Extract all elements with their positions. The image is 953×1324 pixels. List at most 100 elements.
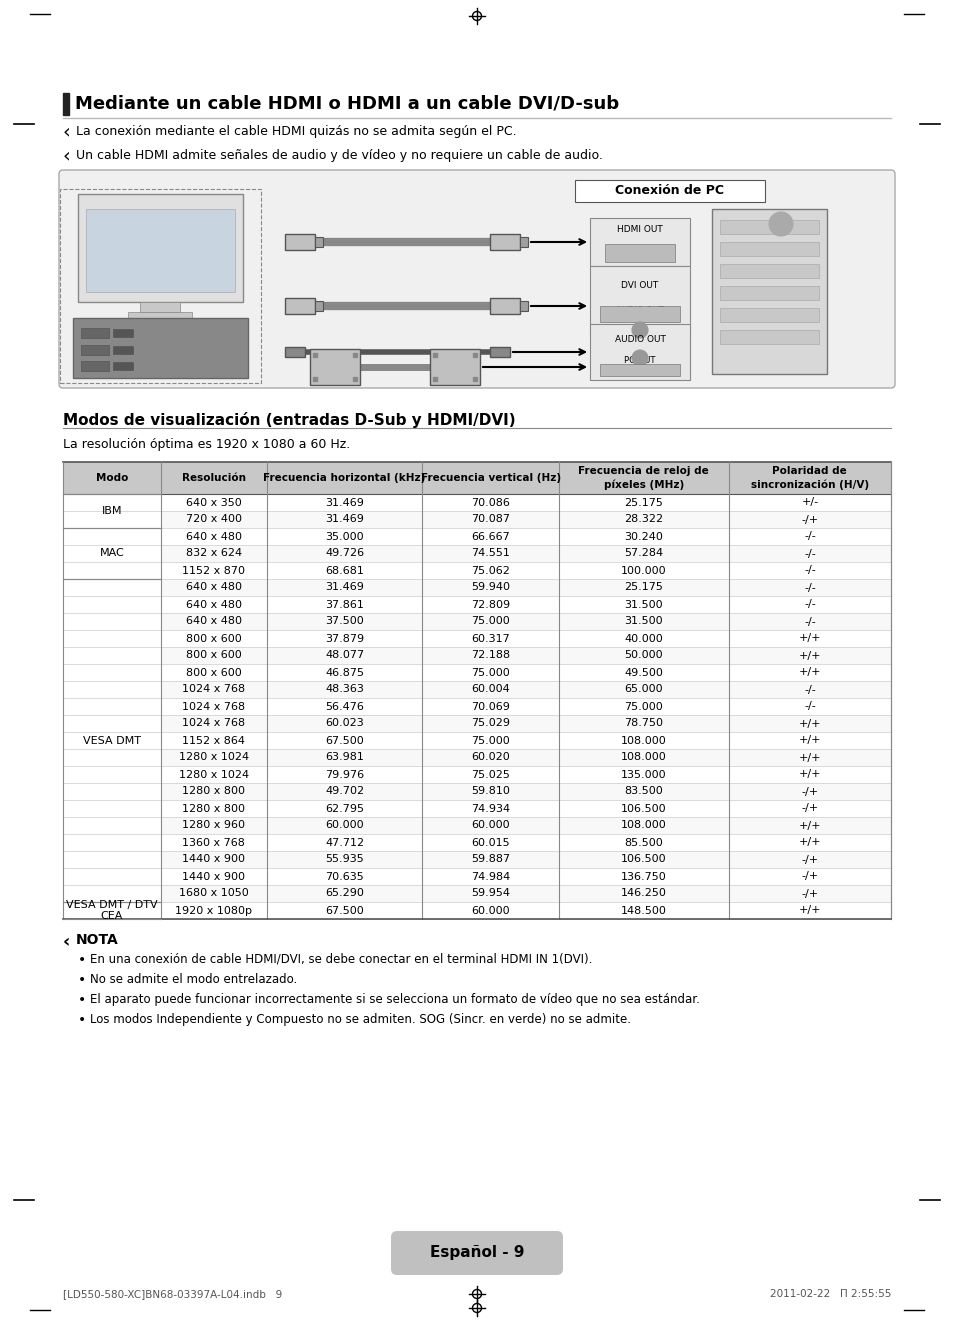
Bar [86, 209, 234, 293]
Text: 800 x 600: 800 x 600 [186, 650, 241, 661]
Bar [63, 494, 160, 528]
Text: -/-: -/- [803, 617, 815, 626]
Text: No se admite el modo entrelazado.: No se admite el modo entrelazado. [90, 973, 297, 986]
Text: 79.976: 79.976 [325, 769, 364, 780]
Text: 57.284: 57.284 [623, 548, 662, 559]
Text: 1680 x 1050: 1680 x 1050 [178, 888, 249, 899]
Text: Polaridad de
sincronización (H/V): Polaridad de sincronización (H/V) [750, 466, 868, 490]
Text: 800 x 600: 800 x 600 [186, 667, 241, 678]
Text: 720 x 400: 720 x 400 [186, 515, 241, 524]
Bar [63, 613, 890, 630]
Text: 135.000: 135.000 [620, 769, 666, 780]
Bar [112, 361, 132, 369]
Bar [63, 561, 890, 579]
Bar [63, 528, 890, 545]
Bar [63, 647, 890, 665]
Bar [285, 347, 305, 357]
Text: 55.935: 55.935 [325, 854, 363, 865]
Text: 66.667: 66.667 [471, 531, 510, 542]
Text: 1152 x 870: 1152 x 870 [182, 565, 245, 576]
Text: -/+: -/+ [801, 786, 818, 797]
Text: 67.500: 67.500 [325, 736, 363, 745]
Text: 108.000: 108.000 [620, 821, 666, 830]
Bar [63, 902, 890, 919]
Text: 75.062: 75.062 [471, 565, 510, 576]
Bar [720, 308, 818, 322]
Text: 28.322: 28.322 [623, 515, 662, 524]
Bar [63, 749, 890, 767]
Bar [720, 263, 818, 278]
Text: AUDIO OUT: AUDIO OUT [616, 306, 663, 315]
Text: Español - 9: Español - 9 [429, 1246, 524, 1260]
Text: NOTA: NOTA [76, 933, 118, 947]
Bar [63, 579, 890, 596]
Text: -/-: -/- [803, 583, 815, 593]
Text: 60.020: 60.020 [471, 752, 510, 763]
Bar [63, 817, 890, 834]
Circle shape [631, 350, 647, 365]
Text: 75.000: 75.000 [624, 702, 662, 711]
Text: 60.000: 60.000 [325, 821, 363, 830]
Text: 31.469: 31.469 [325, 498, 364, 507]
Bar [63, 528, 160, 579]
Text: +/+: +/+ [798, 752, 821, 763]
Text: +/+: +/+ [798, 769, 821, 780]
Text: 37.861: 37.861 [325, 600, 364, 609]
Text: -/+: -/+ [801, 888, 818, 899]
Bar [63, 834, 890, 851]
Text: 31.500: 31.500 [624, 600, 662, 609]
Text: 47.712: 47.712 [325, 838, 364, 847]
Bar [285, 298, 314, 314]
Text: +/+: +/+ [798, 838, 821, 847]
Text: 67.500: 67.500 [325, 906, 363, 915]
Text: 62.795: 62.795 [325, 804, 364, 813]
Text: 640 x 480: 640 x 480 [186, 583, 241, 593]
Text: Un cable HDMI admite señales de audio y de vídeo y no requiere un cable de audio: Un cable HDMI admite señales de audio y … [76, 150, 602, 163]
Bar [128, 312, 192, 318]
Text: 30.240: 30.240 [624, 531, 662, 542]
Text: -/+: -/+ [801, 515, 818, 524]
FancyBboxPatch shape [59, 169, 894, 388]
Bar [314, 301, 323, 311]
Text: +/+: +/+ [798, 736, 821, 745]
Text: 1024 x 768: 1024 x 768 [182, 719, 245, 728]
Text: 832 x 624: 832 x 624 [186, 548, 241, 559]
Text: 70.086: 70.086 [471, 498, 510, 507]
Text: •: • [78, 953, 86, 967]
Text: 640 x 480: 640 x 480 [186, 617, 241, 626]
Circle shape [768, 212, 792, 236]
Bar [490, 298, 519, 314]
Text: ‹: ‹ [63, 933, 71, 951]
Bar [63, 884, 890, 902]
Text: 75.000: 75.000 [471, 667, 510, 678]
Text: -/+: -/+ [801, 871, 818, 882]
Bar [490, 347, 510, 357]
Text: Modo: Modo [95, 473, 128, 483]
Text: 70.087: 70.087 [471, 515, 510, 524]
Text: 640 x 480: 640 x 480 [186, 600, 241, 609]
Text: 72.188: 72.188 [471, 650, 510, 661]
Text: 1360 x 768: 1360 x 768 [182, 838, 245, 847]
Bar [63, 902, 160, 919]
Bar [285, 234, 314, 250]
Bar [63, 579, 160, 902]
Text: -/-: -/- [803, 565, 815, 576]
Text: 40.000: 40.000 [624, 633, 662, 643]
Text: 59.940: 59.940 [471, 583, 510, 593]
Bar [490, 234, 519, 250]
Bar [310, 350, 359, 385]
Text: 2011-02-22   Π 2:55:55: 2011-02-22 Π 2:55:55 [769, 1290, 890, 1299]
Text: 48.363: 48.363 [325, 685, 364, 695]
Text: 75.000: 75.000 [471, 736, 510, 745]
Text: 50.000: 50.000 [624, 650, 662, 661]
Text: 1280 x 1024: 1280 x 1024 [178, 769, 249, 780]
Text: IBM: IBM [102, 506, 122, 516]
Text: 106.500: 106.500 [620, 854, 666, 865]
Bar [720, 330, 818, 344]
Text: 1440 x 900: 1440 x 900 [182, 871, 245, 882]
Text: 65.290: 65.290 [325, 888, 364, 899]
Text: •: • [78, 1013, 86, 1027]
Text: ‹: ‹ [63, 123, 71, 142]
Circle shape [631, 322, 647, 338]
Text: Conexión de PC: Conexión de PC [615, 184, 723, 197]
